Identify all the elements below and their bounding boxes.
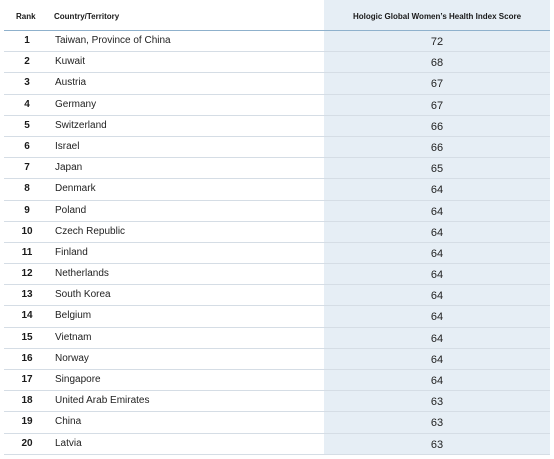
rank-cell: 2: [24, 56, 30, 68]
score-cell: 64: [430, 247, 444, 260]
rank-cell: 13: [21, 289, 33, 301]
table-header: Rank Country/Territory Hologic Global Wo…: [4, 0, 550, 31]
rank-column-header: Rank: [16, 12, 36, 21]
country-cell: Czech Republic: [55, 225, 126, 237]
table-row: 11 Finland 64: [4, 243, 550, 265]
table-row: 10 Czech Republic 64: [4, 222, 550, 243]
table-row: 20 Latvia 63: [4, 434, 550, 455]
table-row: 3 Austria 67: [4, 73, 550, 95]
score-cell: 64: [430, 269, 444, 282]
score-column-highlight: [324, 0, 550, 455]
score-cell: 66: [430, 141, 444, 154]
rank-cell: 11: [21, 246, 33, 258]
rank-cell: 9: [24, 204, 30, 216]
table-row: 17 Singapore 64: [4, 370, 550, 392]
table-row: 18 United Arab Emirates 63: [4, 391, 550, 413]
country-cell: South Korea: [55, 289, 111, 301]
country-cell: Finland: [55, 246, 88, 258]
rank-cell: 12: [21, 268, 33, 280]
rank-cell: 5: [24, 119, 30, 131]
score-cell: 65: [430, 163, 444, 176]
country-cell: Poland: [55, 204, 87, 216]
rank-cell: 1: [24, 35, 30, 46]
score-cell: 64: [430, 226, 444, 239]
table-row: 14 Belgium 64: [4, 306, 550, 328]
score-cell: 67: [430, 99, 444, 112]
country-cell: Kuwait: [55, 56, 86, 68]
score-cell: 63: [430, 417, 444, 430]
country-cell: Israel: [55, 140, 80, 152]
country-cell: Denmark: [55, 183, 96, 195]
rank-cell: 14: [21, 310, 33, 322]
table-row: 9 Poland 64: [4, 201, 550, 222]
score-cell: 63: [430, 438, 444, 451]
score-cell: 64: [430, 205, 444, 218]
rank-cell: 4: [24, 98, 30, 110]
score-cell: 64: [430, 332, 444, 345]
rank-cell: 17: [21, 374, 33, 385]
score-cell: 64: [430, 353, 444, 366]
country-cell: Switzerland: [55, 119, 107, 131]
ranking-table: Rank Country/Territory Hologic Global Wo…: [4, 0, 550, 455]
table-body: 1 Taiwan, Province of China 72 2 Kuwait 68 3 Au…: [4, 31, 550, 455]
table-row: 13 South Korea 64: [4, 285, 550, 307]
country-cell: Vietnam: [55, 331, 92, 343]
country-cell: Singapore: [55, 374, 101, 385]
rank-cell: 15: [21, 331, 33, 343]
country-cell: Latvia: [55, 437, 82, 449]
score-cell: 68: [430, 57, 444, 70]
rank-cell: 10: [21, 225, 33, 237]
country-cell: Norway: [55, 352, 89, 364]
table-row: 8 Denmark 64: [4, 179, 550, 201]
table-row: 15 Vietnam 64: [4, 328, 550, 349]
score-cell: 64: [430, 311, 444, 324]
score-cell: 66: [430, 120, 444, 133]
rank-cell: 16: [21, 352, 33, 364]
country-cell: Germany: [55, 98, 97, 110]
table-row: 2 Kuwait 68: [4, 52, 550, 74]
rank-cell: 6: [24, 140, 30, 152]
score-column-header: Hologic Global Women’s Health Index Scor…: [352, 12, 522, 21]
table-row: 7 Japan 65: [4, 158, 550, 180]
country-cell: United Arab Emirates: [55, 395, 150, 407]
score-cell: 67: [430, 78, 444, 91]
table-row: 16 Norway 64: [4, 349, 550, 370]
country-cell: Taiwan, Province of China: [55, 35, 171, 46]
country-cell: Austria: [55, 77, 87, 89]
score-cell: 64: [430, 375, 444, 387]
country-cell: Netherlands: [55, 268, 109, 280]
table-row: 4 Germany 67: [4, 95, 550, 116]
score-cell: 64: [430, 290, 444, 303]
rank-cell: 3: [24, 77, 30, 89]
score-cell: 63: [430, 396, 444, 409]
score-cell: 72: [430, 36, 444, 48]
country-cell: China: [55, 416, 82, 428]
rank-cell: 18: [21, 395, 33, 407]
table-row: 5 Switzerland 66: [4, 116, 550, 137]
table-row: 12 Netherlands 64: [4, 264, 550, 286]
country-cell: Japan: [55, 162, 83, 174]
rank-cell: 19: [21, 416, 33, 428]
rank-cell: 7: [24, 162, 30, 174]
rank-cell: 8: [24, 183, 30, 195]
table-row: 6 Israel 66: [4, 137, 550, 159]
country-column-header: Country/Territory: [54, 12, 120, 21]
score-cell: 64: [430, 184, 444, 197]
rank-cell: 20: [21, 437, 33, 449]
table-row: 1 Taiwan, Province of China 72: [4, 31, 550, 53]
table-row: 19 China 63: [4, 412, 550, 434]
country-cell: Belgium: [55, 310, 92, 322]
